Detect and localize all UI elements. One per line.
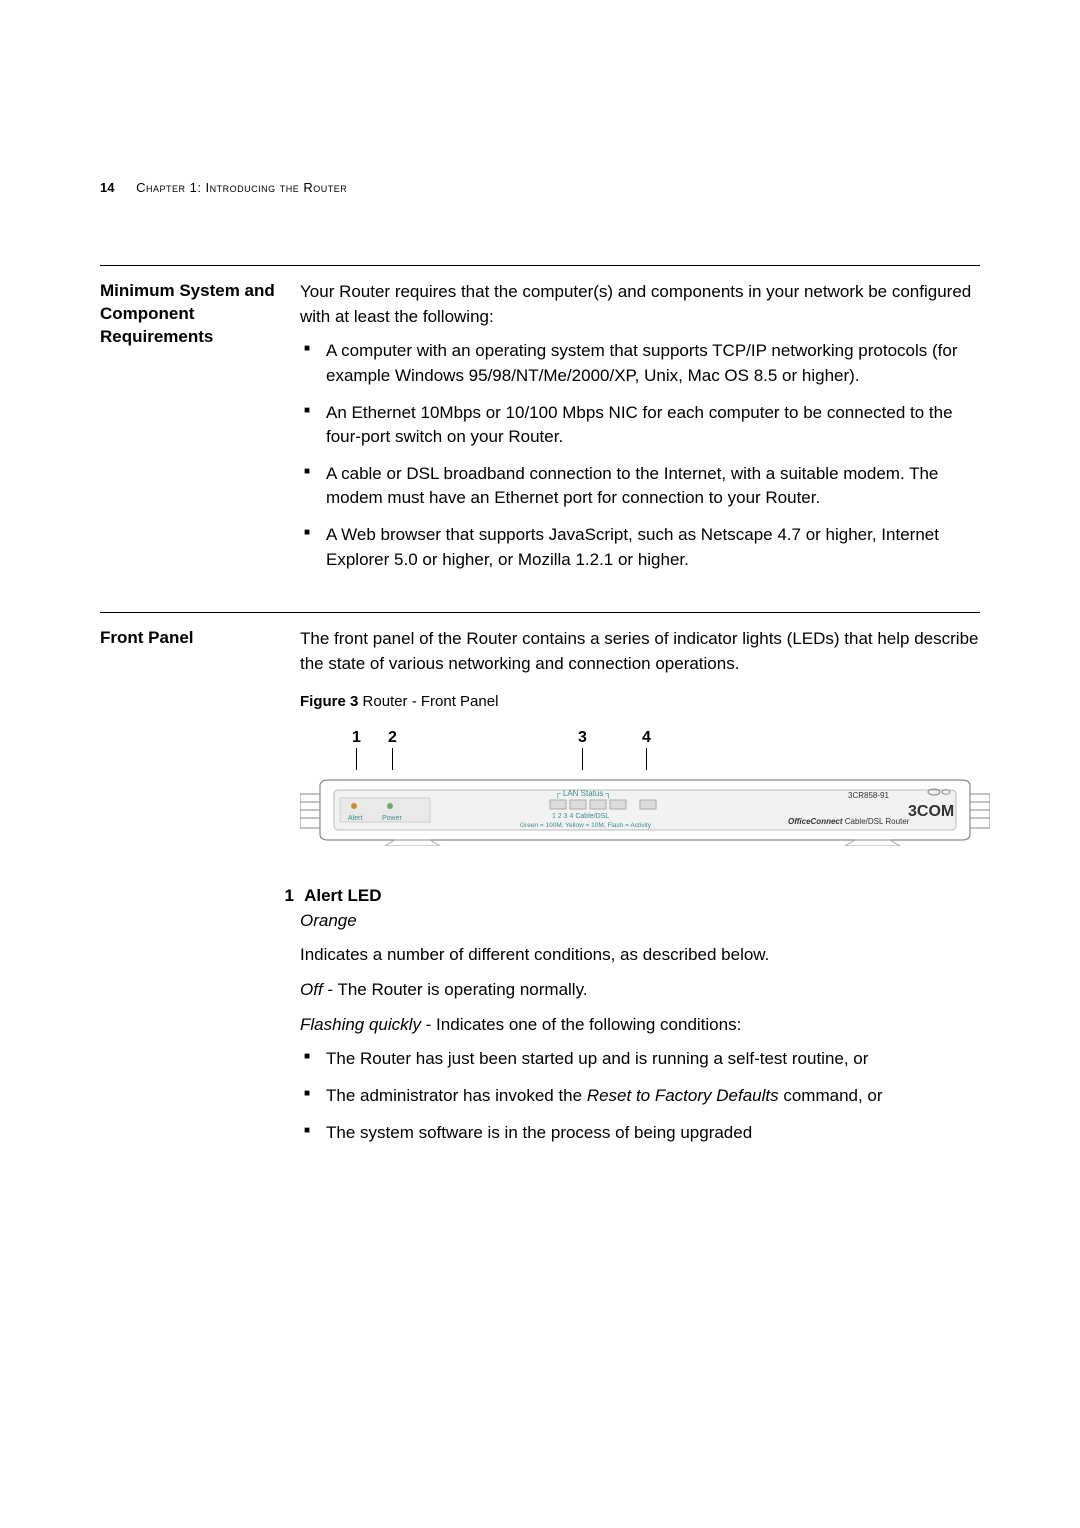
figure-caption-bold: Figure 3	[300, 693, 358, 710]
alert-led-bullet: The administrator has invoked the Reset …	[300, 1084, 990, 1109]
side-heading-front-panel: Front Panel	[100, 627, 300, 1157]
alert-led-number: 1	[272, 884, 294, 909]
figure-label-num: 1	[352, 726, 361, 749]
router-power-label: Power	[382, 815, 403, 822]
router-alert-label: Alert	[348, 815, 362, 822]
figure-caption-rest: Router - Front Panel	[358, 693, 498, 710]
router-3com-logo: 3COM	[908, 803, 954, 820]
alert-led-flash-line: Flashing quickly - Indicates one of the …	[300, 1013, 990, 1038]
alert-led-flash-label: Flashing quickly	[300, 1015, 421, 1034]
figure-label-num: 3	[578, 726, 587, 749]
alert-led-bullet: The Router has just been started up and …	[300, 1047, 990, 1072]
section1-bullet: An Ethernet 10Mbps or 10/100 Mbps NIC fo…	[300, 401, 980, 450]
alert-led-desc: Indicates a number of different conditio…	[300, 943, 990, 968]
alert-led-reset-post: command, or	[779, 1086, 883, 1105]
router-legend-label: Green = 100M, Yellow = 10M, Flash = Acti…	[520, 822, 652, 829]
chapter-title: Chapter 1: Introducing the Router	[136, 180, 347, 195]
figure-caption: Figure 3 Router - Front Panel	[300, 691, 990, 713]
alert-led-heading: 1 Alert LED	[272, 884, 990, 909]
router-svg: Alert Power ┌ LAN Status ┐ 1 2 3 4 Cable…	[300, 776, 990, 846]
section-front-panel: Front Panel The front panel of the Route…	[100, 612, 980, 1157]
router-lan-status-label: ┌ LAN Status ┐	[555, 789, 611, 799]
alert-led-off-line: Off - The Router is operating normally.	[300, 978, 990, 1003]
alert-led-reset-italic: Reset to Factory Defaults	[587, 1086, 779, 1105]
section1-intro: Your Router requires that the computer(s…	[300, 280, 980, 329]
alert-led-off-rest: - The Router is operating normally.	[323, 980, 588, 999]
section-min-system: Minimum System and Component Requirement…	[100, 265, 980, 584]
router-ports-label: 1 2 3 4 Cable/DSL	[552, 813, 609, 820]
alert-led-block: 1 Alert LED Orange Indicates a number of…	[272, 884, 990, 1145]
router-front-panel-figure: Alert Power ┌ LAN Status ┐ 1 2 3 4 Cable…	[300, 776, 990, 854]
alert-led-flash-rest: - Indicates one of the following conditi…	[421, 1015, 741, 1034]
section1-bullet: A Web browser that supports JavaScript, …	[300, 523, 980, 572]
alert-led-off-label: Off	[300, 980, 323, 999]
router-brand-line: OfficeConnect Cable/DSL Router	[788, 817, 910, 826]
side-heading-min-system: Minimum System and Component Requirement…	[100, 280, 300, 584]
alert-led-color: Orange	[300, 909, 990, 934]
figure-label-row: 1 2 3 4	[310, 726, 990, 776]
alert-led-bullet: The system software is in the process of…	[300, 1121, 990, 1146]
section1-bullet-list: A computer with an operating system that…	[300, 339, 980, 572]
section2-intro: The front panel of the Router contains a…	[300, 627, 990, 676]
figure-label-num: 4	[642, 726, 651, 749]
figure-label-num: 2	[388, 726, 397, 749]
running-header: 14 Chapter 1: Introducing the Router	[100, 180, 980, 195]
alert-led-reset-pre: The administrator has invoked the	[326, 1086, 587, 1105]
router-model-label: 3CR858-91	[848, 791, 889, 800]
section1-bullet: A computer with an operating system that…	[300, 339, 980, 388]
section1-bullet: A cable or DSL broadband connection to t…	[300, 462, 980, 511]
alert-led-title: Alert LED	[304, 886, 381, 905]
page-number: 14	[100, 180, 114, 195]
alert-led-bullet-list: The Router has just been started up and …	[300, 1047, 990, 1145]
